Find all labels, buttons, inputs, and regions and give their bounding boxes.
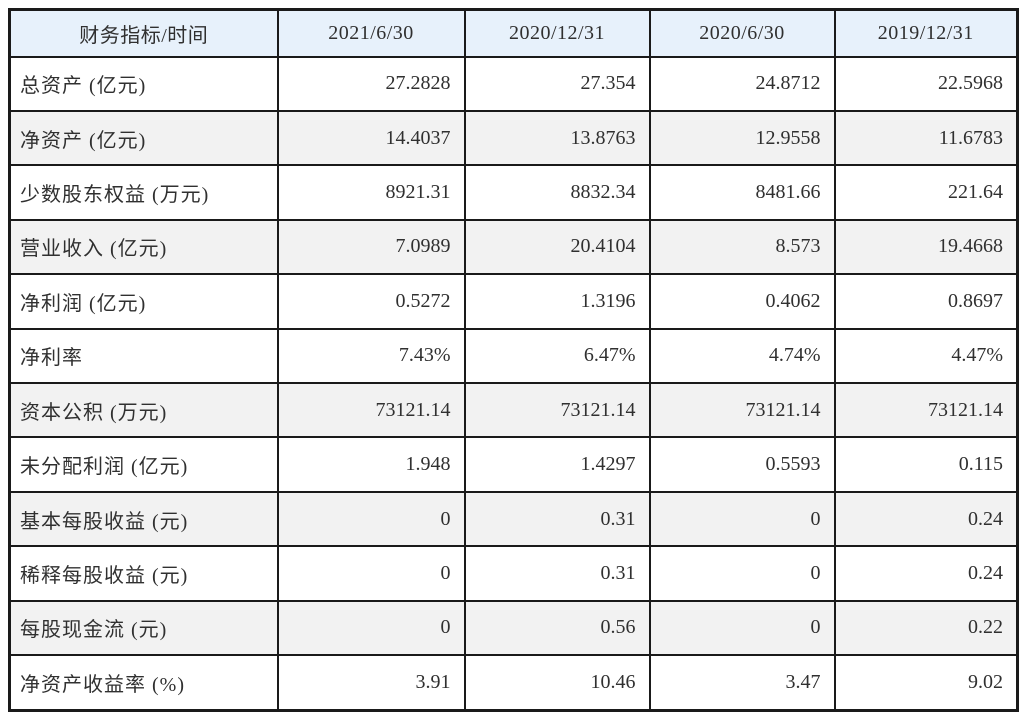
row-label: 净利率 <box>8 327 279 385</box>
cell-value: 0.24 <box>833 490 1019 548</box>
cell-value: 13.8763 <box>463 109 651 167</box>
table-row-diluted-eps: 稀释每股收益 (元) 0 0.31 0 0.24 <box>8 545 1019 602</box>
cell-value: 12.9558 <box>648 109 836 167</box>
row-label: 总资产 (亿元) <box>8 55 279 112</box>
cell-value: 73121.14 <box>463 382 651 439</box>
cell-value: 8832.34 <box>463 164 651 221</box>
cell-value: 0.4062 <box>648 273 836 330</box>
row-label: 净利润 (亿元) <box>8 273 279 330</box>
table-row-cash-flow-per-share: 每股现金流 (元) 0 0.56 0 0.22 <box>8 599 1019 657</box>
cell-value: 73121.14 <box>833 382 1019 439</box>
cell-value: 0.22 <box>833 599 1019 657</box>
cell-value: 3.91 <box>276 654 466 712</box>
cell-value: 27.2828 <box>276 55 466 112</box>
table-row-basic-eps: 基本每股收益 (元) 0 0.31 0 0.24 <box>8 490 1019 548</box>
cell-value: 0 <box>648 490 836 548</box>
cell-value: 0 <box>648 545 836 602</box>
table-row-total-assets: 总资产 (亿元) 27.2828 27.354 24.8712 22.5968 <box>8 55 1019 112</box>
financial-table-container: 财务指标/时间 2021/6/30 2020/12/31 2020/6/30 2… <box>8 8 1019 712</box>
cell-value: 11.6783 <box>833 109 1019 167</box>
table-row-operating-revenue: 营业收入 (亿元) 7.0989 20.4104 8.573 19.4668 <box>8 218 1019 276</box>
cell-value: 0 <box>276 599 466 657</box>
table-row-net-assets: 净资产 (亿元) 14.4037 13.8763 12.9558 11.6783 <box>8 109 1019 167</box>
cell-value: 22.5968 <box>833 55 1019 112</box>
cell-value: 9.02 <box>833 654 1019 712</box>
cell-value: 0.8697 <box>833 273 1019 330</box>
cell-value: 20.4104 <box>463 218 651 276</box>
row-label: 少数股东权益 (万元) <box>8 164 279 221</box>
row-label: 未分配利润 (亿元) <box>8 436 279 493</box>
cell-value: 1.3196 <box>463 273 651 330</box>
table-row-capital-reserve: 资本公积 (万元) 73121.14 73121.14 73121.14 731… <box>8 382 1019 439</box>
cell-value: 73121.14 <box>648 382 836 439</box>
cell-value: 73121.14 <box>276 382 466 439</box>
row-label: 资本公积 (万元) <box>8 382 279 439</box>
cell-value: 0 <box>276 490 466 548</box>
cell-value: 0.5272 <box>276 273 466 330</box>
header-date-2020-12-31: 2020/12/31 <box>463 8 651 58</box>
cell-value: 221.64 <box>833 164 1019 221</box>
row-label: 稀释每股收益 (元) <box>8 545 279 602</box>
cell-value: 0 <box>276 545 466 602</box>
cell-value: 4.74% <box>648 327 836 385</box>
header-row: 财务指标/时间 2021/6/30 2020/12/31 2020/6/30 2… <box>8 8 1019 58</box>
header-indicator-time: 财务指标/时间 <box>8 8 279 58</box>
table-row-roe: 净资产收益率 (%) 3.91 10.46 3.47 9.02 <box>8 654 1019 712</box>
row-label: 每股现金流 (元) <box>8 599 279 657</box>
cell-value: 1.4297 <box>463 436 651 493</box>
cell-value: 8481.66 <box>648 164 836 221</box>
cell-value: 0.24 <box>833 545 1019 602</box>
table-row-net-profit: 净利润 (亿元) 0.5272 1.3196 0.4062 0.8697 <box>8 273 1019 330</box>
cell-value: 10.46 <box>463 654 651 712</box>
header-date-2019-12-31: 2019/12/31 <box>833 8 1019 58</box>
cell-value: 0.31 <box>463 545 651 602</box>
cell-value: 1.948 <box>276 436 466 493</box>
cell-value: 0.56 <box>463 599 651 657</box>
cell-value: 8.573 <box>648 218 836 276</box>
cell-value: 3.47 <box>648 654 836 712</box>
row-label: 净资产收益率 (%) <box>8 654 279 712</box>
cell-value: 0.31 <box>463 490 651 548</box>
header-date-2020-06-30: 2020/6/30 <box>648 8 836 58</box>
cell-value: 27.354 <box>463 55 651 112</box>
row-label: 净资产 (亿元) <box>8 109 279 167</box>
table-row-minority-interest: 少数股东权益 (万元) 8921.31 8832.34 8481.66 221.… <box>8 164 1019 221</box>
cell-value: 0.5593 <box>648 436 836 493</box>
cell-value: 8921.31 <box>276 164 466 221</box>
cell-value: 14.4037 <box>276 109 466 167</box>
financial-indicators-table: 财务指标/时间 2021/6/30 2020/12/31 2020/6/30 2… <box>8 8 1019 712</box>
row-label: 营业收入 (亿元) <box>8 218 279 276</box>
cell-value: 4.47% <box>833 327 1019 385</box>
cell-value: 6.47% <box>463 327 651 385</box>
table-row-undistributed-profit: 未分配利润 (亿元) 1.948 1.4297 0.5593 0.115 <box>8 436 1019 493</box>
header-date-2021-06-30: 2021/6/30 <box>276 8 466 58</box>
row-label: 基本每股收益 (元) <box>8 490 279 548</box>
cell-value: 7.0989 <box>276 218 466 276</box>
cell-value: 7.43% <box>276 327 466 385</box>
cell-value: 0.115 <box>833 436 1019 493</box>
table-row-net-margin: 净利率 7.43% 6.47% 4.74% 4.47% <box>8 327 1019 385</box>
cell-value: 0 <box>648 599 836 657</box>
cell-value: 19.4668 <box>833 218 1019 276</box>
cell-value: 24.8712 <box>648 55 836 112</box>
